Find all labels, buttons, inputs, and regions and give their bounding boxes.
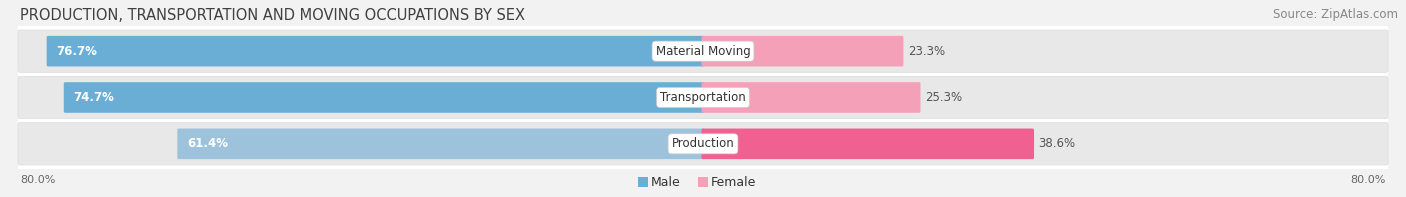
FancyBboxPatch shape [18, 30, 1388, 72]
FancyBboxPatch shape [63, 82, 704, 113]
Text: Material Moving: Material Moving [655, 45, 751, 58]
Bar [697, 177, 709, 187]
Text: Male: Male [651, 176, 681, 189]
Text: Source: ZipAtlas.com: Source: ZipAtlas.com [1272, 8, 1398, 21]
FancyBboxPatch shape [18, 123, 1388, 165]
Text: 80.0%: 80.0% [1351, 175, 1386, 185]
Text: 23.3%: 23.3% [908, 45, 945, 58]
Bar [638, 177, 648, 187]
Text: 76.7%: 76.7% [56, 45, 97, 58]
FancyBboxPatch shape [177, 128, 704, 159]
Text: Female: Female [711, 176, 756, 189]
FancyBboxPatch shape [702, 128, 1033, 159]
Text: 38.6%: 38.6% [1039, 137, 1076, 150]
Text: 80.0%: 80.0% [20, 175, 55, 185]
Text: Production: Production [672, 137, 734, 150]
Bar [18, 26, 1388, 169]
Text: 61.4%: 61.4% [187, 137, 228, 150]
Text: PRODUCTION, TRANSPORTATION AND MOVING OCCUPATIONS BY SEX: PRODUCTION, TRANSPORTATION AND MOVING OC… [20, 8, 524, 23]
Text: 25.3%: 25.3% [925, 91, 962, 104]
FancyBboxPatch shape [46, 36, 704, 66]
FancyBboxPatch shape [702, 36, 904, 66]
FancyBboxPatch shape [18, 76, 1388, 119]
Text: 74.7%: 74.7% [73, 91, 114, 104]
FancyBboxPatch shape [702, 82, 921, 113]
Text: Transportation: Transportation [661, 91, 745, 104]
